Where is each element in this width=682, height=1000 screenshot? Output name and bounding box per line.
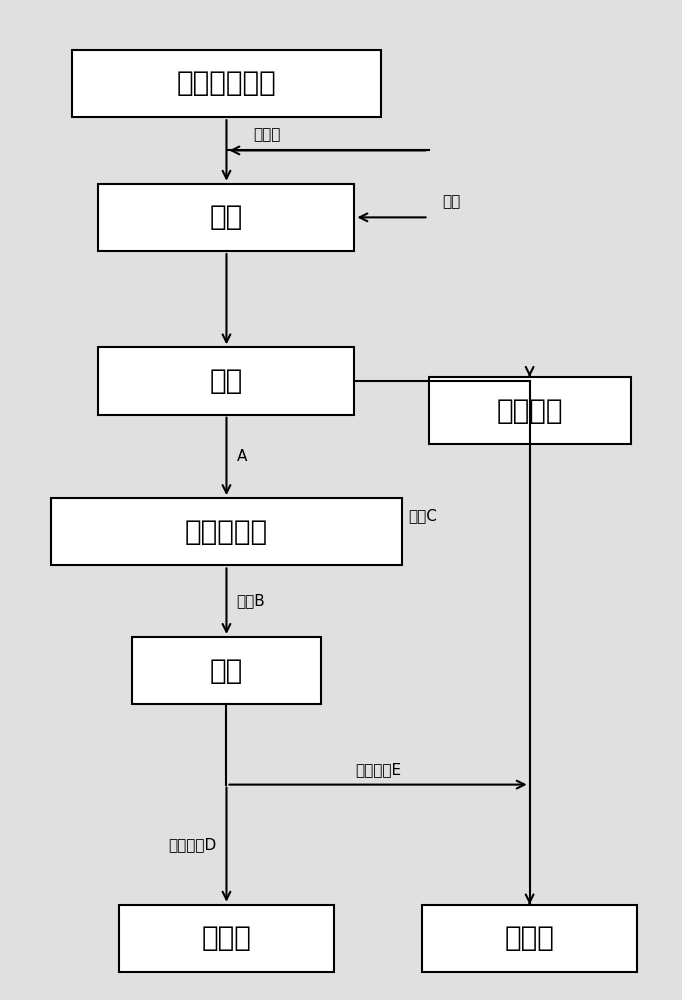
Bar: [428, 377, 631, 444]
Text: 铁精矿: 铁精矿: [202, 924, 252, 952]
Text: 磁选: 磁选: [210, 657, 243, 685]
Text: 磁选尾矿E: 磁选尾矿E: [355, 762, 401, 777]
Text: 砍浸: 砍浸: [210, 203, 243, 231]
Bar: [72, 50, 381, 117]
Text: 鲛精矿: 鲛精矿: [505, 924, 554, 952]
Bar: [98, 184, 355, 251]
Bar: [119, 905, 334, 972]
Bar: [422, 905, 638, 972]
Text: 沉沙B: 沉沙B: [237, 594, 265, 609]
Text: 磁选精矿D: 磁选精矿D: [168, 837, 216, 852]
Text: 钒鲛磁铁精矿: 钒鲛磁铁精矿: [177, 69, 276, 97]
Text: 氧化剂: 氧化剂: [254, 128, 281, 143]
Text: 回收利用: 回收利用: [496, 397, 563, 425]
Bar: [98, 347, 355, 415]
Bar: [132, 637, 321, 704]
Bar: [51, 498, 402, 565]
Text: A: A: [237, 449, 247, 464]
Text: 旋流器分级: 旋流器分级: [185, 518, 268, 546]
Text: 吹氧: 吹氧: [442, 194, 460, 209]
Text: 过滤: 过滤: [210, 367, 243, 395]
Text: 溢流C: 溢流C: [409, 508, 437, 523]
